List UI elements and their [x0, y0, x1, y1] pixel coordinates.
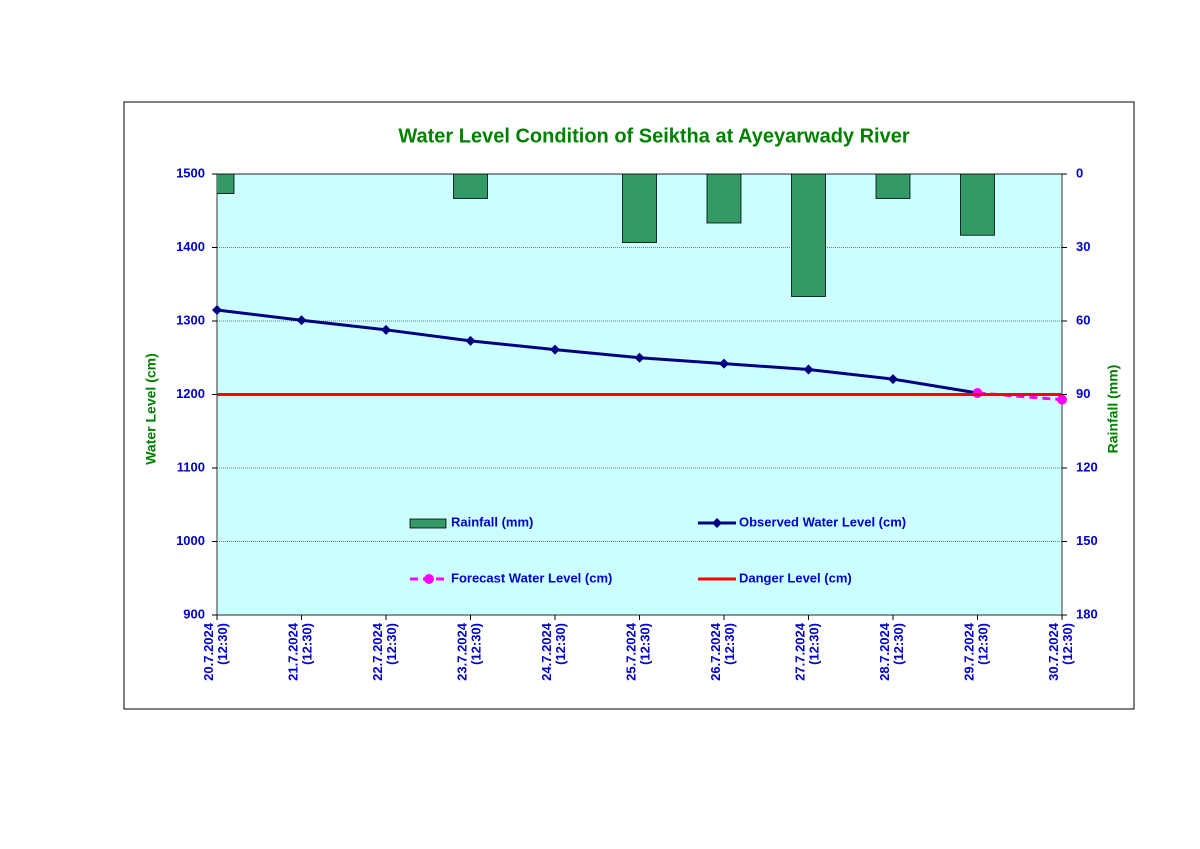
- legend-label: Danger Level (cm): [739, 570, 852, 585]
- bar: [875, 174, 911, 199]
- marker: [634, 352, 645, 363]
- bar: [622, 174, 657, 243]
- y-tick-label: 900: [183, 606, 205, 621]
- y2-tick-label: 0: [1076, 165, 1083, 180]
- y2-axis-title: Rainfall (mm): [1105, 365, 1121, 454]
- y2-tick-label: 180: [1076, 606, 1098, 621]
- line: [216, 308, 978, 395]
- legend-label: Forecast Water Level (cm): [451, 570, 612, 585]
- legend-label: Observed Water Level (cm): [739, 514, 906, 529]
- y-tick-label: 1300: [176, 312, 205, 327]
- marker: [296, 315, 307, 326]
- x-tick-label: 24.7.2024(12:30): [539, 622, 568, 681]
- x-tick-label: 26.7.2024(12:30): [708, 622, 737, 681]
- y-tick-label: 1100: [177, 459, 205, 474]
- x-tick-label: 28.7.2024(12:30): [877, 622, 906, 681]
- x-tick-label: 30.7.2024(12:30): [1046, 622, 1075, 681]
- bars: [217, 174, 995, 297]
- marker: [550, 344, 560, 355]
- y2-tick-label: 90: [1076, 386, 1090, 401]
- y2-tick-label: 30: [1076, 239, 1090, 254]
- y2-tick-label: 120: [1076, 459, 1098, 474]
- plot-layer: 900 1000 1100 1200 1300 1400 1500 0 30 60 90 120 150…: [176, 165, 1098, 680]
- y-axis-title: Water Level (cm): [143, 353, 159, 465]
- bar: [217, 174, 235, 195]
- y2-tick-label: 150: [1076, 533, 1098, 548]
- x-tick-label: 22.7.2024(12:30): [370, 622, 399, 681]
- bar: [453, 174, 488, 199]
- bar: [960, 174, 995, 236]
- legend-marker: [712, 518, 722, 528]
- marker: [465, 335, 476, 346]
- y-tick-label: 1000: [176, 533, 205, 548]
- marker: [1057, 394, 1067, 405]
- bar: [791, 174, 826, 297]
- x-tick-label: 27.7.2024(12:30): [793, 622, 822, 681]
- marker: [803, 364, 814, 375]
- marker: [719, 358, 729, 369]
- x-tick-label: 29.7.2024(12:30): [962, 622, 991, 681]
- x-tick-label: 20.7.2024(12:30): [201, 622, 230, 681]
- y-tick-label: 1200: [176, 386, 205, 401]
- marker: [888, 374, 898, 385]
- bar: [706, 174, 742, 224]
- x-tick-label: 23.7.2024(12:30): [455, 622, 484, 681]
- y2-tick-label: 60: [1076, 312, 1090, 327]
- legend-swatch: [409, 518, 447, 529]
- x-tick-label: 21.7.2024(12:30): [286, 622, 315, 681]
- marker: [381, 324, 391, 335]
- legend-label: Rainfall (mm): [451, 514, 533, 529]
- y-tick-label: 1400: [176, 239, 205, 254]
- chart-title: Water Level Condition of Seiktha at Ayey…: [398, 125, 909, 147]
- legend-marker: [424, 574, 434, 584]
- y-tick-label: 1500: [176, 165, 205, 180]
- x-tick-label: 25.7.2024(12:30): [624, 622, 653, 681]
- marker: [212, 304, 222, 315]
